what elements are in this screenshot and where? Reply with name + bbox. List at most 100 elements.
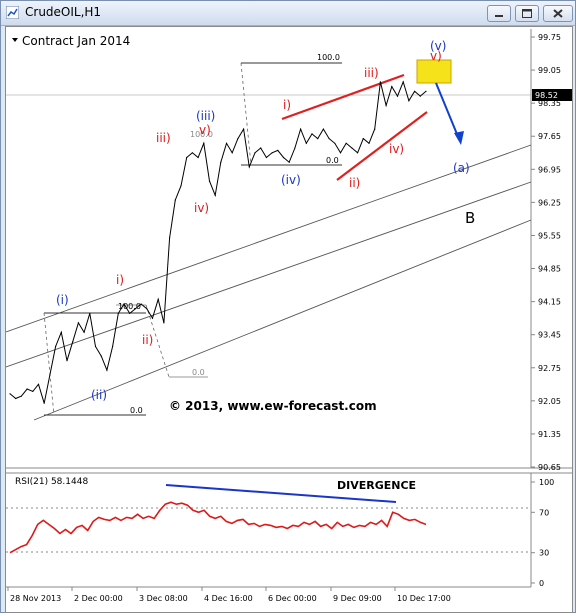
fib-label: 100.0 xyxy=(190,130,213,139)
price-tick-label: 96.25 xyxy=(538,198,561,207)
price-tick-label: 93.45 xyxy=(538,331,561,340)
price-point xyxy=(26,388,28,390)
price-point xyxy=(231,152,233,154)
price-point xyxy=(277,149,279,151)
price-tag-box xyxy=(532,89,572,101)
price-point xyxy=(100,355,102,357)
maximize-icon xyxy=(522,9,532,18)
price-point xyxy=(134,308,136,310)
chart-app-icon xyxy=(6,6,19,19)
price-point xyxy=(294,147,296,149)
wave-label: (i) xyxy=(56,293,69,307)
price-tick-label: 99.05 xyxy=(538,66,561,75)
price-point xyxy=(37,383,40,385)
price-point xyxy=(402,81,404,83)
minimize-button[interactable] xyxy=(487,5,511,22)
price-point xyxy=(157,298,159,300)
wave-label: v) xyxy=(430,49,442,63)
wave-label: i) xyxy=(283,98,291,112)
price-point xyxy=(191,152,193,154)
price-point xyxy=(379,81,381,83)
fib-label: 0.0 xyxy=(192,368,205,377)
wave-label: (v) xyxy=(430,39,446,53)
time-tick-label: 6 Dec 00:00 xyxy=(268,594,317,603)
price-point xyxy=(419,95,421,97)
price-point xyxy=(368,142,370,144)
chart-canvas: 100.0 0.0 100.0 0.0 100.0 0.0 (i) (ii) i xyxy=(5,29,572,603)
rsi-tick-label: 0 xyxy=(539,579,544,588)
close-icon xyxy=(553,9,563,18)
wave-label: (iii) xyxy=(196,109,215,123)
price-point xyxy=(288,161,290,163)
wave-label: v) xyxy=(199,123,211,137)
price-point xyxy=(414,90,416,92)
fib-connectors xyxy=(43,62,252,416)
channel-middle-line xyxy=(5,181,532,368)
divergence-line xyxy=(165,484,397,503)
price-point xyxy=(271,152,273,154)
trend-channel xyxy=(5,144,532,421)
price-point xyxy=(282,156,285,159)
price-point xyxy=(374,128,376,130)
target-zone-box xyxy=(416,59,452,84)
fib-connector-a xyxy=(43,312,55,416)
price-point xyxy=(140,303,142,305)
price-point xyxy=(351,147,353,149)
price-tick-label: 91.35 xyxy=(538,430,561,439)
price-point xyxy=(123,303,125,305)
wave-label: ii) xyxy=(349,176,360,190)
fib-label: 0.0 xyxy=(326,156,339,165)
price-point xyxy=(49,374,51,376)
time-tick-label: 10 Dec 17:00 xyxy=(397,594,451,603)
rsi-title: RSI(21) 58.1448 xyxy=(15,477,88,487)
price-point xyxy=(197,156,199,159)
diagonal-upper-line xyxy=(281,73,405,121)
price-tag: 98.52 xyxy=(535,91,558,100)
rsi-tick-label: 30 xyxy=(539,549,549,558)
price-tick-label: 92.05 xyxy=(538,397,561,406)
price-point xyxy=(174,199,176,201)
price-tick-label: 98.35 xyxy=(538,99,561,108)
maximize-button[interactable] xyxy=(515,5,539,22)
time-tick-label: 2 Dec 00:00 xyxy=(74,594,123,603)
price-tick-label: 97.65 xyxy=(538,132,561,141)
price-tick-label: 92.75 xyxy=(538,364,561,373)
wave-label: iv) xyxy=(389,142,404,156)
price-axis: 99.75 99.05 98.35 97.65 96.95 96.25 95.55 94.85… xyxy=(531,33,561,472)
chart-title: Contract Jan 2014 xyxy=(22,34,130,48)
price-point xyxy=(66,360,68,362)
channel-lower-line xyxy=(33,219,532,421)
close-button[interactable] xyxy=(543,5,573,22)
price-point xyxy=(77,322,79,324)
rsi-tick-label: 70 xyxy=(539,508,549,517)
price-line xyxy=(9,80,427,404)
price-tick-label: 94.85 xyxy=(538,265,561,274)
wave-labels: (i) (ii) i) ii) iii) (iii) v) iv) (iv) i… xyxy=(56,39,475,402)
price-point xyxy=(254,152,256,154)
price-point xyxy=(180,185,182,187)
price-point xyxy=(243,128,245,130)
price-point xyxy=(391,86,393,88)
rsi-series xyxy=(9,501,427,554)
window-titlebar: CrudeOIL,H1 xyxy=(1,1,575,26)
rsi-tick-label: 100 xyxy=(539,478,554,487)
price-point xyxy=(305,142,307,144)
price-point xyxy=(357,152,359,154)
fib-label: 100.0 xyxy=(118,302,141,311)
price-point xyxy=(60,331,62,333)
price-point xyxy=(237,138,239,140)
price-point xyxy=(43,402,45,404)
price-point xyxy=(112,345,114,348)
price-point xyxy=(334,142,336,144)
price-point xyxy=(225,142,228,144)
projection-arrow-head xyxy=(454,131,464,145)
price-point xyxy=(385,104,387,107)
wave-label: (iv) xyxy=(281,173,301,187)
wave-label: ii) xyxy=(142,333,153,347)
copyright-text: © 2013, www.ew-forecast.com xyxy=(169,399,377,413)
wave-label: iii) xyxy=(156,131,171,145)
price-point xyxy=(396,95,399,97)
fib-labels: 100.0 0.0 100.0 0.0 100.0 0.0 xyxy=(118,53,340,415)
price-point xyxy=(345,142,347,144)
